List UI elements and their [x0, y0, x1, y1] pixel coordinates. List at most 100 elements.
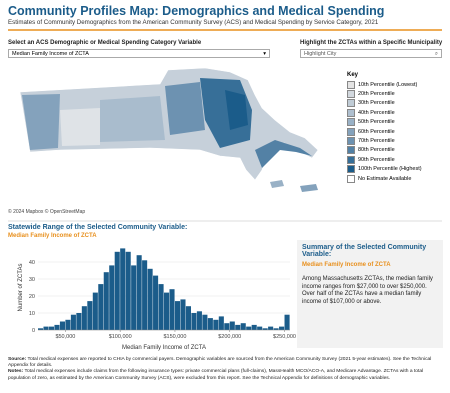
legend-label: 10th Percentile (Lowest)	[358, 81, 418, 88]
legend-label: 70th Percentile	[358, 138, 395, 145]
bar	[229, 321, 235, 330]
legend-item[interactable]: 20th Percentile	[347, 89, 422, 99]
bar	[153, 275, 159, 330]
x-tick-label: $50,000	[55, 334, 75, 340]
notes-text: Total medical expenses include claims fr…	[8, 369, 424, 381]
bar	[87, 301, 93, 330]
bar	[136, 255, 142, 330]
source-text: Total medical expenses are reported to C…	[8, 357, 432, 369]
legend-item[interactable]: 100th Percentile (Highest)	[347, 165, 422, 174]
bar	[235, 324, 241, 330]
bar	[240, 323, 246, 330]
legend-swatch	[347, 90, 355, 99]
city-label: Highlight the ZCTAs within a Specific Mu…	[300, 40, 443, 46]
bar	[268, 326, 274, 330]
bar	[262, 328, 268, 330]
bar	[98, 284, 104, 330]
bar	[43, 326, 49, 330]
bar	[147, 268, 153, 330]
legend-label: 60th Percentile	[358, 128, 395, 135]
legend-label: No Estimate Available	[358, 175, 412, 182]
legend-item[interactable]: 10th Percentile (Lowest)	[347, 80, 422, 89]
dropdown-value: Median Family Income of ZCTA	[12, 51, 89, 57]
city-placeholder: Highlight City	[304, 51, 337, 57]
bar	[257, 326, 263, 330]
x-tick-label: $250,000	[273, 334, 296, 340]
legend-item[interactable]: 50th Percentile	[347, 118, 422, 127]
legend-item[interactable]: 30th Percentile	[347, 99, 422, 108]
map	[19, 67, 319, 192]
legend-swatch	[347, 127, 355, 136]
bar	[174, 301, 181, 330]
y-tick-label: 0	[32, 328, 35, 334]
source-label: Source:	[8, 357, 27, 362]
bar	[142, 260, 148, 330]
bar	[48, 326, 55, 330]
bar	[164, 292, 170, 330]
bar	[81, 306, 87, 330]
legend: Key 10th Percentile (Lowest) 20th Percent…	[347, 72, 422, 183]
summary-box	[297, 240, 443, 348]
x-tick-label: $100,000	[109, 334, 132, 340]
legend-label: 20th Percentile	[358, 91, 395, 98]
legend-label: 30th Percentile	[358, 100, 395, 107]
range-heading: Statewide Range of the Selected Communit…	[8, 224, 188, 231]
title: Community Profiles Map: Demographics and…	[8, 4, 385, 18]
bar	[207, 318, 213, 330]
x-tick-label: $200,000	[218, 334, 241, 340]
bar	[54, 324, 60, 330]
bar	[191, 313, 197, 330]
bar	[273, 328, 279, 330]
bar	[59, 321, 65, 330]
legend-box	[343, 70, 443, 178]
variable-dropdown[interactable]: Median Family Income of ZCTA ▾	[8, 49, 270, 58]
legend-item[interactable]: 90th Percentile	[347, 155, 422, 164]
legend-swatch	[347, 155, 355, 164]
bar	[38, 328, 44, 330]
legend-item[interactable]: 70th Percentile	[347, 136, 422, 146]
bar	[279, 326, 285, 330]
source: Source: Total medical expenses are repor…	[8, 357, 442, 369]
y-tick-label: 30	[29, 277, 35, 283]
bar	[158, 284, 164, 330]
bar	[65, 319, 71, 330]
bar	[131, 265, 137, 330]
bar	[185, 306, 191, 330]
city-search[interactable]: Highlight City ⌕	[300, 49, 442, 58]
bar	[251, 324, 257, 330]
legend-item[interactable]: 40th Percentile	[347, 108, 422, 117]
summary-variable: Median Family Income of ZCTA	[302, 262, 391, 268]
footer: Source: Total medical expenses are repor…	[8, 357, 442, 382]
x-axis-label: Median Family Income of ZCTA	[122, 345, 206, 351]
legend-title: Key	[347, 72, 359, 78]
legend-swatch	[347, 118, 355, 127]
y-axis-label: Number of ZCTAs	[18, 264, 24, 312]
variable-label: Select an ACS Demographic or Medical Spe…	[8, 40, 202, 46]
legend-item[interactable]: 60th Percentile	[347, 127, 422, 136]
bar	[109, 265, 115, 330]
x-tick-label: $150,000	[163, 334, 186, 340]
legend-label: 90th Percentile	[358, 156, 395, 163]
search-icon: ⌕	[434, 51, 438, 57]
bar	[70, 314, 76, 330]
bar	[196, 311, 202, 330]
dropdown-arrow: ▾	[263, 51, 266, 57]
legend-item[interactable]: No Estimate Available	[347, 174, 422, 183]
notes-label: Notes:	[8, 369, 24, 375]
legend-item[interactable]: 80th Percentile	[347, 146, 422, 155]
bar	[218, 316, 224, 330]
bar	[180, 299, 186, 330]
bar	[169, 289, 175, 330]
bar	[202, 314, 208, 330]
map-attribution: © 2024 Mapbox © OpenStreetMap	[8, 209, 86, 215]
bar	[246, 326, 252, 330]
summary-text: Among Massachusetts ZCTAs, the median fa…	[302, 276, 433, 305]
bar	[120, 248, 126, 330]
summary-heading: Summary of the Selected Community Variab…	[302, 244, 427, 258]
bar	[92, 292, 98, 330]
subtitle: Estimates of Community Demographics from…	[8, 19, 379, 26]
range-variable: Median Family Income of ZCTA	[8, 233, 97, 239]
legend-swatch	[347, 137, 355, 146]
